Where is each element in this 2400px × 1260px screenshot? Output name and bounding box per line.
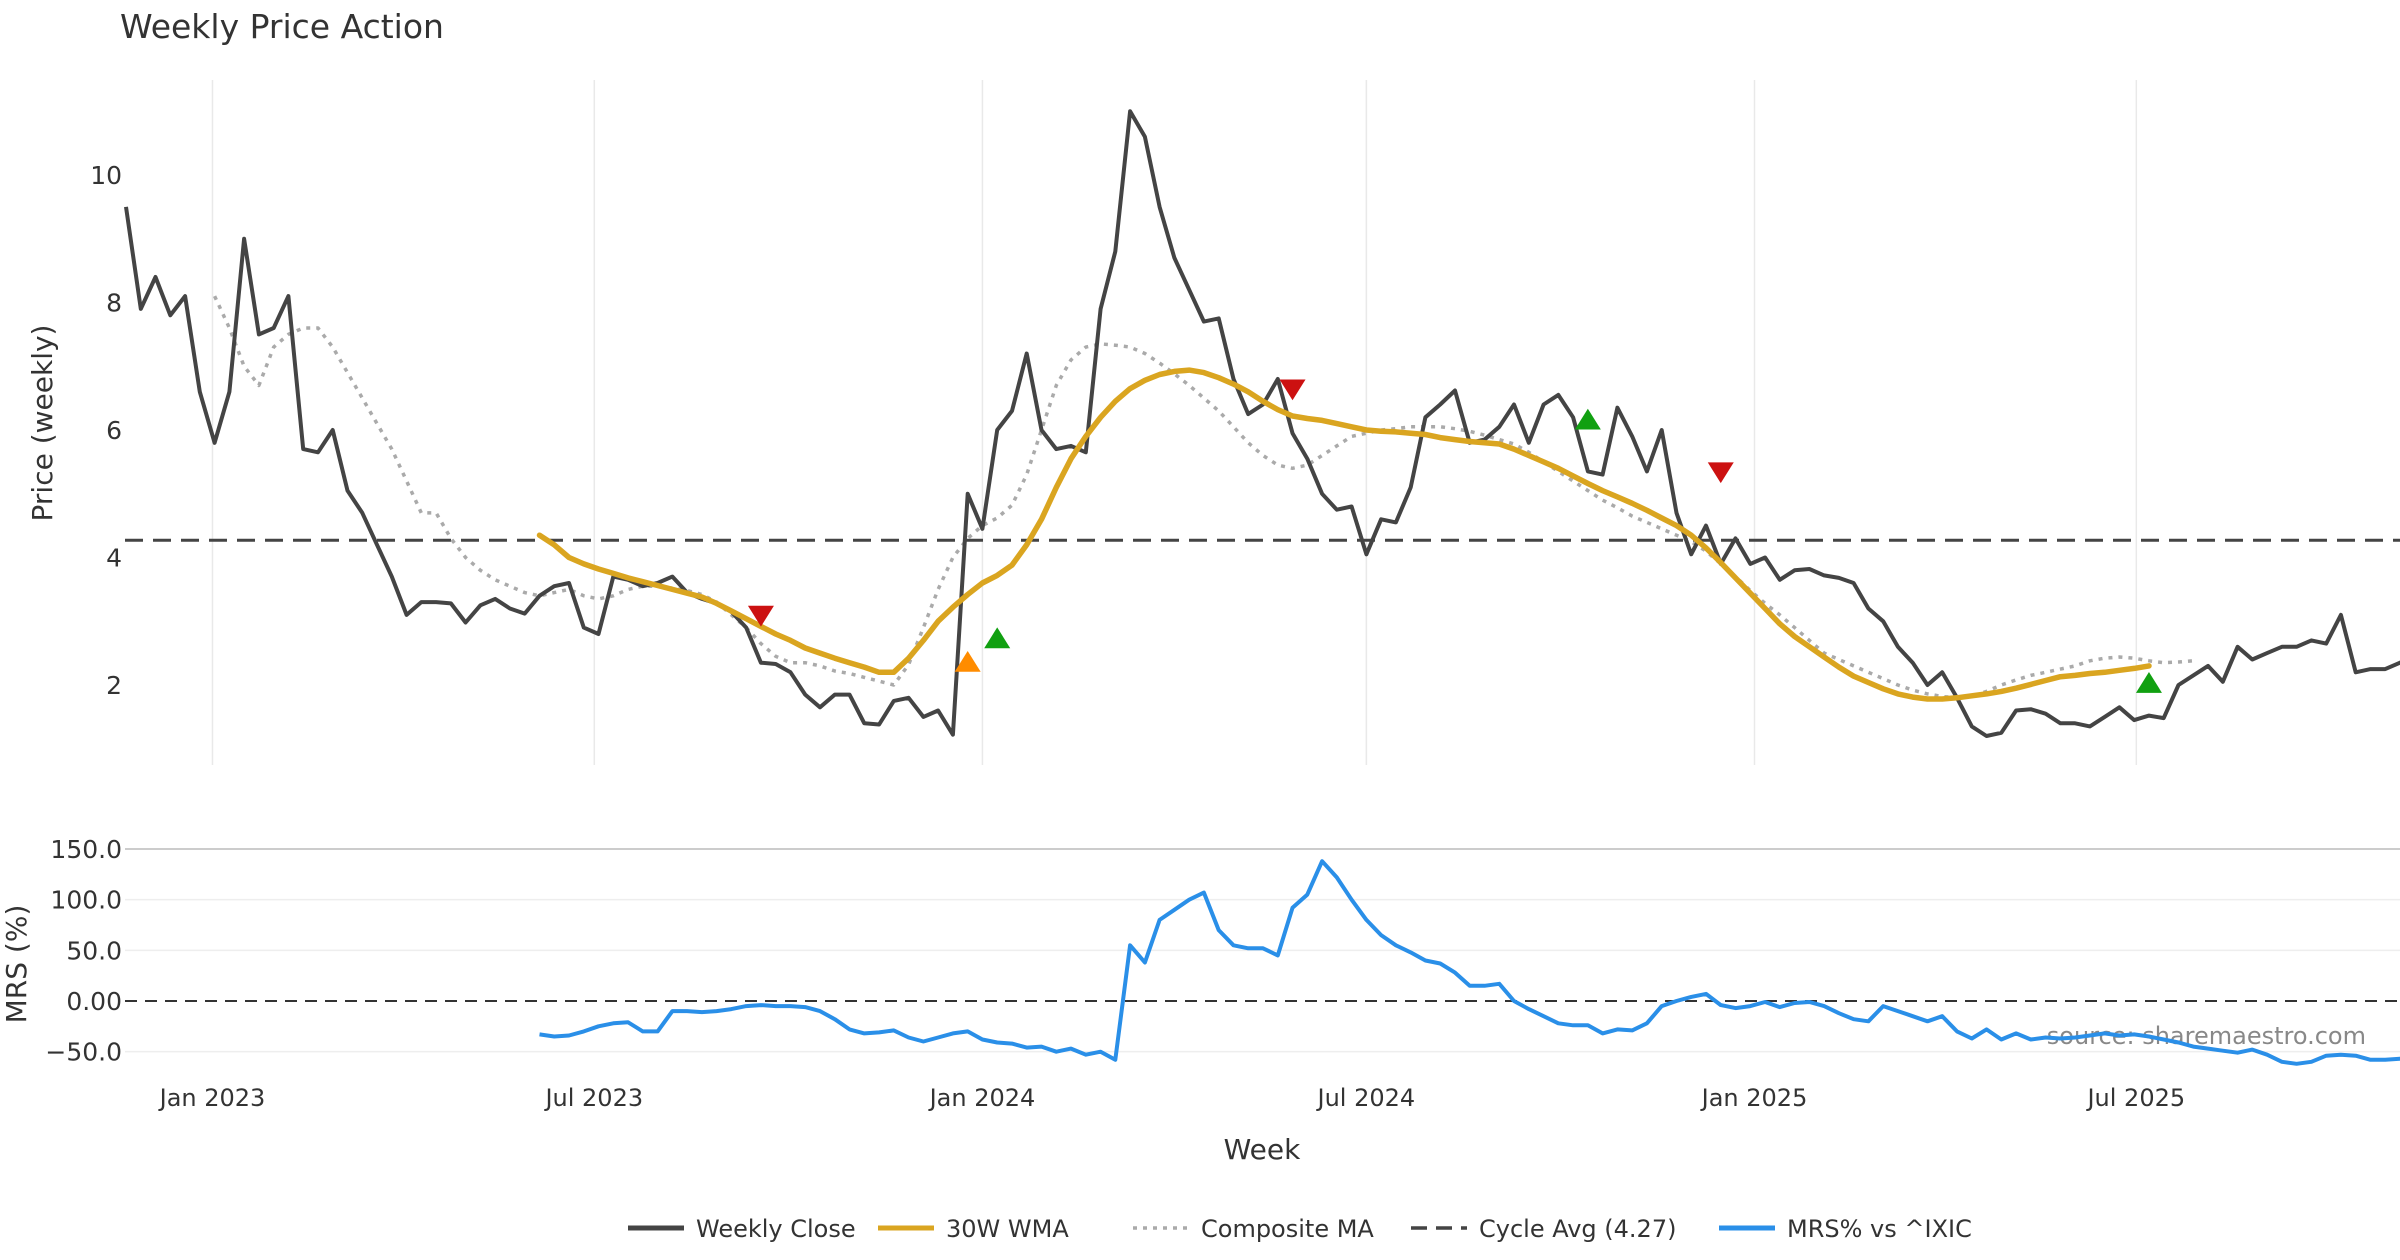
legend: Weekly Close 30W WMA Composite MA Cycle Avg… bbox=[628, 1215, 1972, 1243]
price-y-axis-label: Price (weekly) bbox=[26, 325, 59, 522]
entry-signal-marker bbox=[954, 650, 981, 672]
composite-ma-line bbox=[213, 295, 2194, 700]
x-axis-ticks: Jan 2023 Jul 2023 Jan 2024 Jul 2024 Jan 2025… bbox=[158, 1084, 2186, 1112]
price-y-tick-label: 6 bbox=[106, 416, 122, 445]
mrs-y-ticks: −50.0 0.00 50.0 100.0 150.0 bbox=[45, 835, 122, 1067]
price-y-ticks: 2 4 6 8 10 bbox=[90, 161, 122, 700]
legend-label: 30W WMA bbox=[946, 1215, 1069, 1243]
price-y-tick-label: 10 bbox=[90, 161, 122, 190]
legend-label: MRS% vs ^IXIC bbox=[1787, 1215, 1972, 1243]
legend-item: Weekly Close bbox=[628, 1215, 856, 1243]
x-tick-label: Jan 2023 bbox=[158, 1084, 266, 1112]
price-series-layer bbox=[124, 109, 2400, 738]
legend-item: Composite MA bbox=[1133, 1215, 1374, 1243]
signal-markers bbox=[747, 379, 2162, 693]
x-tick-label: Jul 2024 bbox=[1316, 1084, 1416, 1112]
x-axis-label: Week bbox=[1224, 1133, 1301, 1166]
mrs-y-tick-label: −50.0 bbox=[45, 1038, 122, 1067]
legend-item: MRS% vs ^IXIC bbox=[1719, 1215, 1972, 1243]
mrs-y-tick-label: 50.0 bbox=[66, 936, 122, 965]
weekly-close-line bbox=[124, 109, 2400, 738]
price-y-tick-label: 8 bbox=[106, 289, 122, 318]
x-tick-label: Jan 2024 bbox=[928, 1084, 1036, 1112]
mrs-panel-grid bbox=[125, 848, 2400, 1053]
legend-item: 30W WMA bbox=[878, 1215, 1069, 1243]
legend-item: Cycle Avg (4.27) bbox=[1411, 1215, 1676, 1243]
buy-signal-marker bbox=[984, 627, 1011, 649]
wma-30w-line bbox=[536, 367, 2152, 702]
sell-signal-marker bbox=[747, 605, 774, 627]
mrs-y-axis-label: MRS (%) bbox=[0, 905, 33, 1024]
mrs-y-tick-label: 0.00 bbox=[66, 987, 122, 1016]
price-y-tick-label: 4 bbox=[106, 544, 122, 573]
mrs-line bbox=[539, 859, 2400, 1066]
x-tick-label: Jul 2025 bbox=[2085, 1084, 2185, 1112]
mrs-y-tick-label: 150.0 bbox=[50, 835, 122, 864]
sell-signal-marker bbox=[1279, 379, 1306, 401]
x-tick-label: Jul 2023 bbox=[543, 1084, 643, 1112]
price-panel-grid bbox=[211, 80, 2138, 765]
legend-label: Weekly Close bbox=[696, 1215, 856, 1243]
buy-signal-marker bbox=[1574, 408, 1601, 430]
mrs-y-tick-label: 100.0 bbox=[50, 886, 122, 915]
buy-signal-marker bbox=[2135, 672, 2162, 693]
chart-title: Weekly Price Action bbox=[120, 7, 444, 46]
x-tick-label: Jan 2025 bbox=[1700, 1084, 1808, 1112]
legend-label: Composite MA bbox=[1201, 1215, 1374, 1243]
sell-signal-marker bbox=[1707, 462, 1734, 484]
mrs-series-layer bbox=[539, 859, 2400, 1066]
legend-label: Cycle Avg (4.27) bbox=[1479, 1215, 1676, 1243]
price-y-tick-label: 2 bbox=[106, 671, 122, 700]
